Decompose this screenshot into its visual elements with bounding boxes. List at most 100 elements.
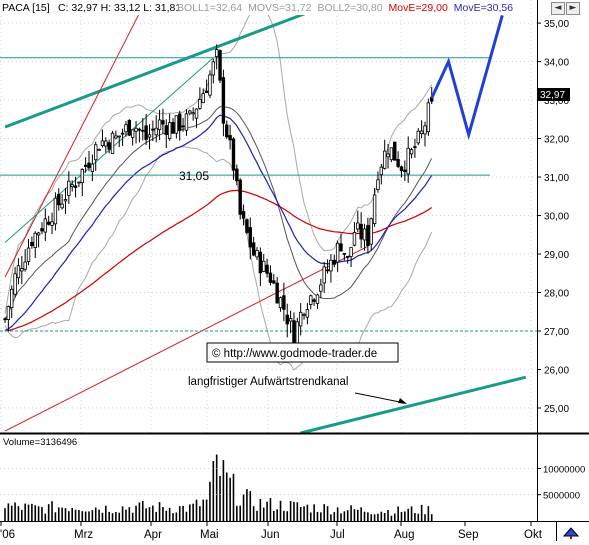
candle-body — [130, 129, 135, 138]
candle-body — [251, 242, 256, 256]
candle-body — [188, 110, 192, 114]
candle-body — [117, 135, 121, 138]
candle-body — [262, 260, 266, 272]
candle-body — [164, 125, 168, 135]
candle-body — [346, 255, 350, 258]
grid-lines — [0, 0, 537, 433]
annotation-arrowhead — [398, 398, 407, 404]
y-tick-label: 30,00 — [544, 212, 569, 223]
candle-body — [26, 247, 31, 262]
y-tick-label: 32,00 — [544, 135, 569, 146]
candle-body — [255, 250, 259, 258]
price-panel — [0, 0, 537, 433]
trend-line-upper — [4, 0, 342, 129]
candle-body — [43, 218, 48, 233]
candle-body — [349, 247, 353, 257]
candle-body — [315, 294, 320, 304]
candle-body — [376, 179, 380, 190]
candle-body — [70, 184, 74, 188]
candle-body — [265, 264, 269, 274]
candle-body — [325, 269, 330, 272]
annotation-arrow — [354, 392, 406, 404]
candle-body — [235, 168, 239, 182]
y-tick-label: 29,00 — [544, 250, 569, 261]
candle-body — [83, 164, 88, 167]
level-label: 31,05 — [179, 169, 209, 183]
candle-body — [77, 181, 81, 184]
candle-body — [16, 265, 21, 279]
y-tick-label: 34,00 — [544, 58, 569, 69]
watermark-box — [206, 342, 399, 363]
header-ohlc: C: 32,97 H: 33,12 L: 31,81 — [58, 2, 181, 14]
candle-body — [198, 99, 202, 109]
watermark-text: © http://www.godmode-trader.de — [212, 348, 377, 360]
candle-body — [342, 252, 347, 255]
y-tick-label: 27,00 — [544, 327, 569, 338]
candle-body — [100, 140, 105, 147]
candle-body — [171, 121, 175, 134]
candle-body — [181, 125, 185, 128]
candlesticks — [3, 44, 434, 360]
candle-body — [104, 140, 108, 147]
price-tag — [538, 88, 570, 101]
volume-label: Volume=3136496 — [3, 437, 77, 448]
candle-body — [369, 218, 373, 245]
candle-body — [309, 295, 313, 305]
zoom-button[interactable] — [556, 522, 588, 541]
candle-body — [204, 90, 209, 93]
candle-body — [302, 313, 306, 316]
candle-body — [372, 194, 377, 224]
candle-body — [137, 128, 142, 131]
candle-body — [305, 309, 310, 318]
header-indicators: BOLL1=32,64 MOVS=31,72 BOLL2=30,80 MovE=29,… — [177, 2, 513, 14]
candle-body — [335, 242, 340, 263]
candle-body — [298, 311, 303, 327]
arrow-left-icon: ◄ — [554, 3, 562, 13]
candle-body — [366, 225, 370, 247]
candle-body — [214, 49, 219, 58]
candle-body — [268, 272, 273, 283]
scroll-left-button[interactable]: ◄ — [551, 2, 565, 15]
candle-body — [241, 211, 246, 219]
candle-body — [63, 199, 68, 202]
candle-body — [201, 93, 205, 104]
candle-body — [426, 102, 431, 133]
candle-body — [211, 61, 216, 76]
candle-body — [272, 280, 276, 284]
header-symbol: PACA [15] — [2, 2, 50, 14]
candle-body — [339, 243, 343, 252]
candle-body — [416, 130, 420, 144]
x-tick-label: Apr — [144, 529, 162, 541]
price-tag-label: 32,97 — [540, 90, 565, 101]
candle-body — [221, 77, 226, 124]
candle-body — [228, 135, 232, 141]
candle-body — [194, 108, 199, 119]
candle-body — [36, 232, 41, 236]
channel-red-lower — [4, 245, 369, 432]
forecast-line — [430, 14, 504, 141]
scroll-right-button[interactable]: ► — [566, 2, 580, 15]
candle-body — [174, 115, 179, 134]
candle-body — [67, 180, 71, 196]
candle-body — [386, 153, 390, 158]
candle-body — [120, 132, 125, 135]
move-short-line — [4, 114, 433, 332]
trend-line-lower — [300, 375, 527, 435]
candle-body — [322, 266, 326, 284]
candle-body — [225, 124, 229, 138]
candle-body — [60, 203, 64, 209]
volume-tick-label: 10000000 — [543, 464, 585, 475]
candle-body — [382, 150, 387, 169]
header-background — [0, 0, 522, 15]
candle-body — [80, 169, 84, 184]
candle-body — [40, 228, 44, 232]
forecast-path — [430, 14, 504, 141]
candle-body — [178, 113, 182, 132]
candle-body — [127, 119, 132, 136]
candle-body — [419, 130, 424, 134]
candle-body — [238, 179, 242, 215]
candle-body — [33, 232, 37, 248]
candle-body — [406, 147, 410, 175]
candle-body — [409, 149, 414, 155]
